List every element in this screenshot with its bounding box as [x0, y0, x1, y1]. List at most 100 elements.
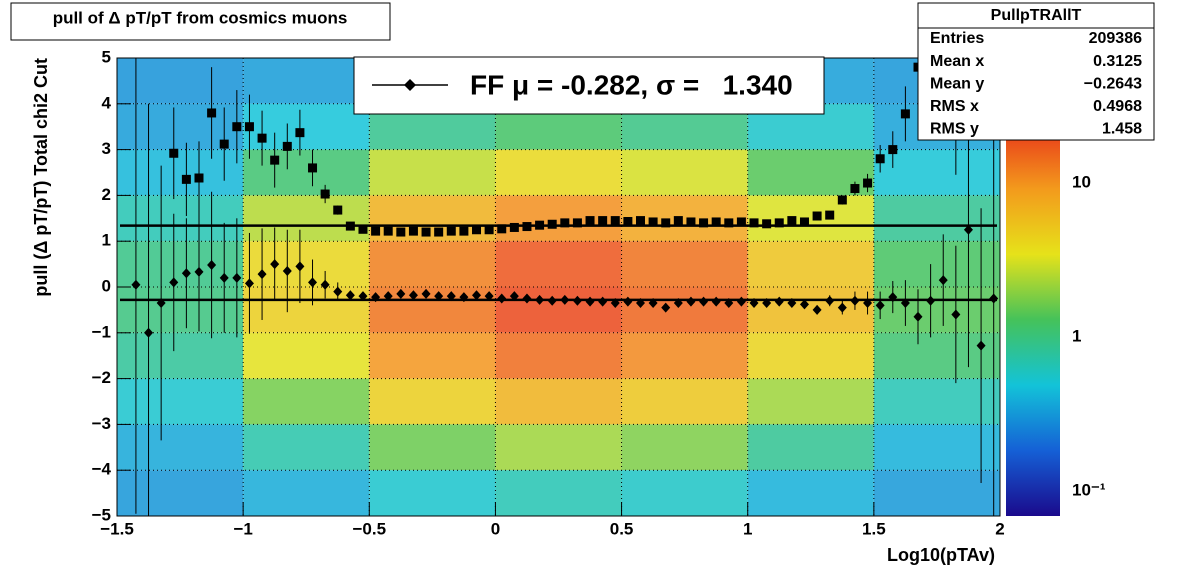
diamond-marker [358, 291, 368, 302]
square-marker [875, 154, 885, 164]
square-marker [699, 218, 709, 228]
heat-cell [117, 332, 244, 379]
heat-cell [621, 470, 748, 516]
square-marker [711, 217, 721, 227]
y-tick-label: −5 [92, 505, 111, 524]
heat-cell [369, 378, 496, 425]
y-tick-label: 1 [102, 231, 111, 250]
heat-cell [243, 424, 370, 471]
y-tick-label: 2 [102, 185, 111, 204]
stats-box [917, 2, 1155, 141]
y-tick-label: 4 [102, 93, 112, 112]
heat-cell [747, 378, 874, 425]
diamond-marker [244, 278, 254, 289]
heat-cell [747, 241, 874, 287]
square-marker [774, 218, 784, 228]
square-marker [459, 226, 469, 236]
heat-cell [495, 378, 622, 425]
heat-cell [747, 195, 874, 242]
diamond-marker [635, 298, 645, 309]
z-tick-label: 10 [1072, 173, 1091, 192]
square-marker [648, 217, 658, 227]
heat-cell [747, 424, 874, 471]
square-marker [219, 139, 229, 149]
heat-cell [873, 332, 1000, 379]
square-marker [610, 216, 620, 226]
square-marker [497, 224, 507, 234]
stats-label: Entries [930, 30, 984, 47]
chart-title: pull of Δ pT/pT from cosmics muons [53, 8, 348, 27]
square-marker [509, 222, 519, 232]
heat-cell [117, 470, 244, 516]
heat-cell [495, 241, 622, 287]
diamond-marker [875, 300, 885, 311]
square-marker [421, 227, 431, 237]
heat-cell [369, 470, 496, 516]
heat-cell [243, 332, 370, 379]
heat-cell [369, 241, 496, 287]
y-tick-label: −2 [92, 368, 111, 387]
z-tick-label: 1 [1072, 327, 1081, 346]
heat-cell [621, 241, 748, 287]
square-marker [257, 133, 267, 143]
square-marker [181, 174, 191, 184]
diamond-marker [863, 298, 873, 309]
diamond-marker [345, 290, 355, 301]
diamond-marker [711, 296, 721, 307]
square-marker [244, 122, 254, 132]
ticks: −1.5 −1 −0.5 0 0.5 1 1.5 2 −5 −4 −3 −2 −1 0 1 2 3 4 5 10⁻¹ 1… [92, 47, 1106, 538]
heat-cell [873, 149, 1000, 196]
diamond-marker [572, 295, 582, 306]
square-marker [787, 216, 797, 226]
diamond-marker [938, 275, 948, 286]
heat-cell [117, 424, 244, 471]
y-tick-label: 5 [102, 47, 111, 66]
square-marker [850, 184, 860, 194]
square-marker [863, 178, 873, 188]
square-marker [762, 219, 772, 229]
heat-cell [243, 470, 370, 516]
square-marker [799, 217, 809, 227]
diamond-marker [383, 291, 393, 302]
diamond-marker [257, 269, 267, 280]
square-marker [232, 122, 242, 132]
diamond-marker [320, 279, 330, 290]
x-tick-label: 1.5 [862, 519, 886, 538]
z-tick-label: 10⁻¹ [1072, 481, 1106, 500]
square-marker [661, 218, 671, 228]
diamond-marker [724, 298, 734, 309]
square-marker [295, 128, 305, 138]
stats-value: 209386 [1089, 30, 1142, 47]
diamond-marker [926, 295, 936, 306]
square-marker [673, 216, 683, 226]
heat-cell [495, 470, 622, 516]
square-marker [434, 227, 444, 237]
diamond-marker [484, 291, 494, 302]
square-marker [560, 218, 570, 228]
diamond-marker [396, 288, 406, 299]
stats-value: 0.3125 [1093, 53, 1142, 70]
heat-cell [873, 241, 1000, 287]
diamond-marker [459, 292, 469, 303]
diamond-marker [156, 298, 166, 309]
square-marker [598, 216, 608, 226]
diamond-marker [232, 272, 242, 283]
diamond-marker [434, 291, 444, 302]
diamond-marker [270, 259, 280, 270]
square-marker [812, 211, 822, 221]
heat-cell [873, 424, 1000, 471]
stats-label: RMS x [930, 98, 979, 115]
diamond-marker [976, 340, 986, 351]
square-marker [900, 109, 910, 119]
stats-label: Mean y [930, 75, 984, 92]
diamond-marker [408, 290, 418, 301]
diamond-marker [219, 272, 229, 283]
square-marker [446, 226, 456, 236]
heat-cell [747, 332, 874, 379]
diamond-marker [446, 291, 456, 302]
square-marker [635, 216, 645, 226]
x-axis-title: Log10(pTAv) [887, 545, 995, 565]
heat-cell [117, 378, 244, 425]
heat-cell [621, 287, 748, 333]
square-marker [345, 221, 355, 231]
